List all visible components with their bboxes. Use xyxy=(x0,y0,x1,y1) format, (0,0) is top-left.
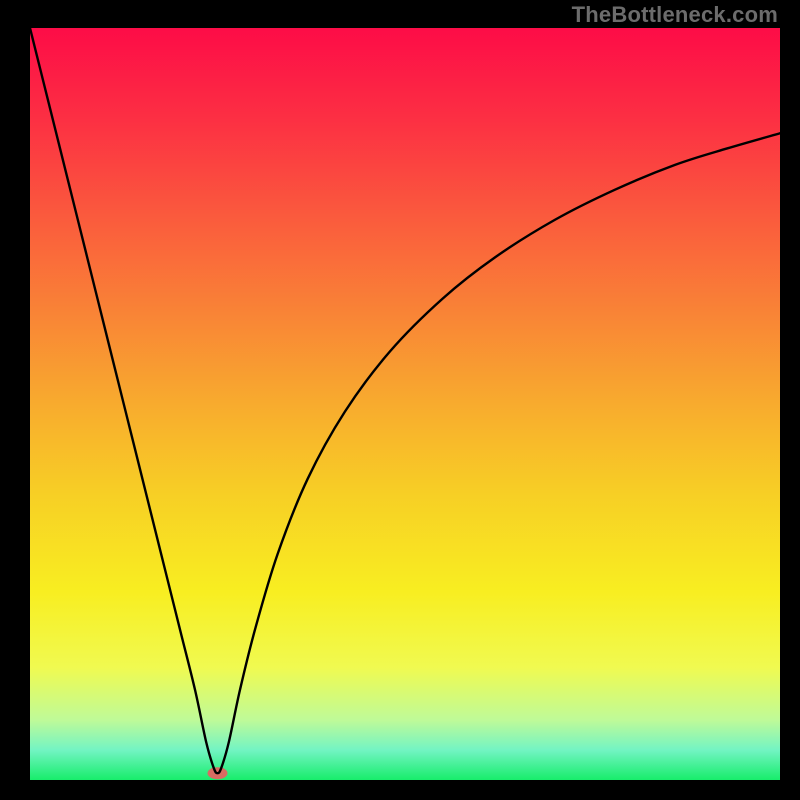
chart-frame: TheBottleneck.com xyxy=(0,0,800,800)
bottleneck-curve xyxy=(30,28,780,773)
watermark-text: TheBottleneck.com xyxy=(572,2,778,28)
curve-svg xyxy=(30,28,780,780)
gradient-plot-area xyxy=(30,28,780,780)
